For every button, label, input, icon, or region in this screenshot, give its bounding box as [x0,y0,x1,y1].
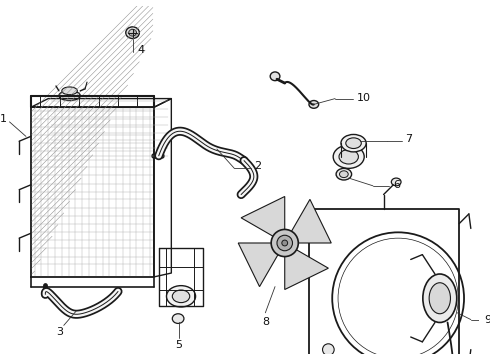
Circle shape [282,240,288,246]
Ellipse shape [339,149,358,164]
Ellipse shape [341,134,366,152]
Polygon shape [285,247,328,289]
Ellipse shape [333,145,364,168]
Ellipse shape [340,171,348,177]
Ellipse shape [423,274,457,323]
Ellipse shape [270,72,280,81]
Circle shape [271,229,298,257]
Text: 6: 6 [393,180,401,190]
Text: 9: 9 [485,315,490,325]
Ellipse shape [429,283,450,314]
Ellipse shape [126,27,139,39]
Ellipse shape [392,178,401,186]
Circle shape [322,344,334,355]
Polygon shape [238,243,281,287]
Text: 3: 3 [56,327,63,337]
Text: 5: 5 [175,340,183,350]
Text: 7: 7 [405,134,413,144]
Text: 4: 4 [138,45,145,55]
Ellipse shape [62,87,77,95]
Polygon shape [241,197,285,239]
Ellipse shape [129,29,136,36]
Ellipse shape [336,168,352,180]
Ellipse shape [167,285,196,307]
Polygon shape [289,199,331,243]
Text: 10: 10 [357,93,371,103]
Ellipse shape [309,100,318,108]
Ellipse shape [172,290,190,303]
Text: 2: 2 [254,161,261,171]
Ellipse shape [59,91,80,100]
Text: 8: 8 [262,318,269,328]
Ellipse shape [172,314,184,323]
Text: 1: 1 [0,114,7,124]
Ellipse shape [346,138,361,149]
Circle shape [277,235,293,251]
